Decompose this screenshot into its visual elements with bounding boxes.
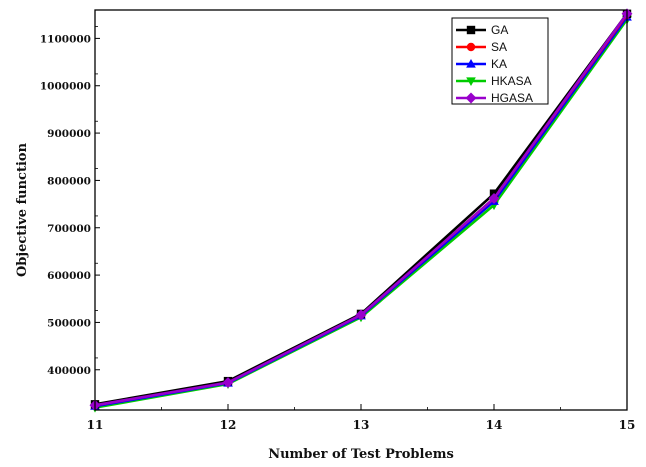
legend-item-ga: GA: [456, 23, 508, 37]
x-tick-label: 14: [486, 418, 503, 432]
legend-label: GA: [491, 23, 508, 37]
legend-label: HKASA: [491, 74, 532, 88]
series-hgasa: [89, 8, 633, 411]
data-point: [222, 377, 234, 389]
legend-label: KA: [491, 57, 507, 71]
x-axis-title: Number of Test Problems: [268, 447, 454, 462]
y-tick-label: 1100000: [40, 33, 91, 45]
legend-label: SA: [491, 40, 507, 54]
x-tick-label: 12: [220, 418, 237, 432]
y-tick-label: 400000: [47, 365, 91, 377]
data-point: [466, 42, 476, 52]
y-tick-label: 900000: [47, 128, 91, 140]
legend-box: [451, 17, 549, 105]
series-ka: [90, 12, 632, 410]
data-point: [466, 25, 476, 35]
series-hkasa: [90, 15, 632, 413]
legend-item-hkasa: HKASA: [456, 74, 532, 88]
series-ga: [90, 9, 632, 409]
y-tick-label: 700000: [47, 223, 91, 235]
legend-item-ka: KA: [456, 57, 507, 71]
data-point: [466, 58, 476, 68]
ticks-layer: 400000 500000 600000 700000 800000 900000 1000…: [40, 26, 636, 432]
series-sa: [90, 10, 632, 410]
data-point: [466, 77, 476, 87]
plot-frame: [94, 9, 628, 411]
legend-item-hgasa: HGASA: [456, 91, 533, 105]
series-layer: [89, 8, 633, 413]
y-tick-label: 600000: [47, 270, 91, 282]
y-tick-label: 500000: [47, 317, 91, 329]
legend-item-sa: SA: [456, 40, 507, 54]
y-tick-label: 800000: [47, 175, 91, 187]
data-point: [488, 192, 500, 204]
x-tick-label: 11: [87, 418, 104, 432]
legend: GA SA KA HKASA HGASA: [451, 17, 549, 105]
data-point: [465, 92, 477, 104]
y-axis-title: Objective function: [15, 142, 30, 277]
y-tick-label: 1000000: [40, 81, 91, 93]
data-point: [355, 309, 367, 321]
x-tick-label: 13: [353, 418, 370, 432]
legend-label: HGASA: [491, 91, 533, 105]
x-tick-label: 15: [619, 418, 636, 432]
